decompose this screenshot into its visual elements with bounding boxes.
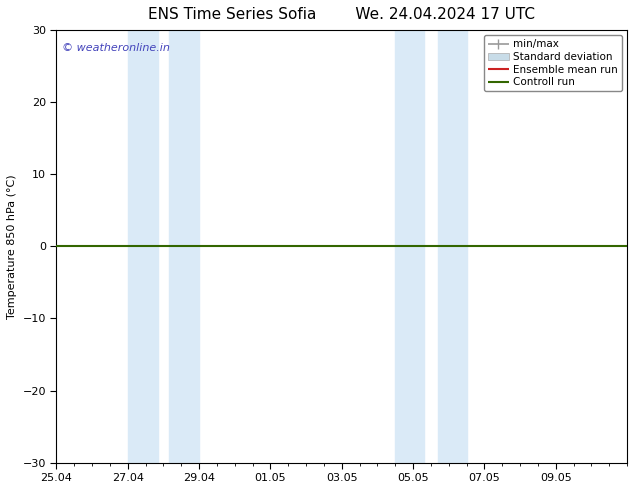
Legend: min/max, Standard deviation, Ensemble mean run, Controll run: min/max, Standard deviation, Ensemble me… [484, 35, 622, 92]
Bar [127, 30, 158, 463]
Bar [438, 30, 467, 463]
Text: © weatheronline.in: © weatheronline.in [62, 43, 170, 53]
Title: ENS Time Series Sofia        We. 24.04.2024 17 UTC: ENS Time Series Sofia We. 24.04.2024 17 … [148, 7, 535, 22]
Bar [395, 30, 424, 463]
Y-axis label: Temperature 850 hPa (°C): Temperature 850 hPa (°C) [7, 174, 17, 318]
Bar [169, 30, 199, 463]
